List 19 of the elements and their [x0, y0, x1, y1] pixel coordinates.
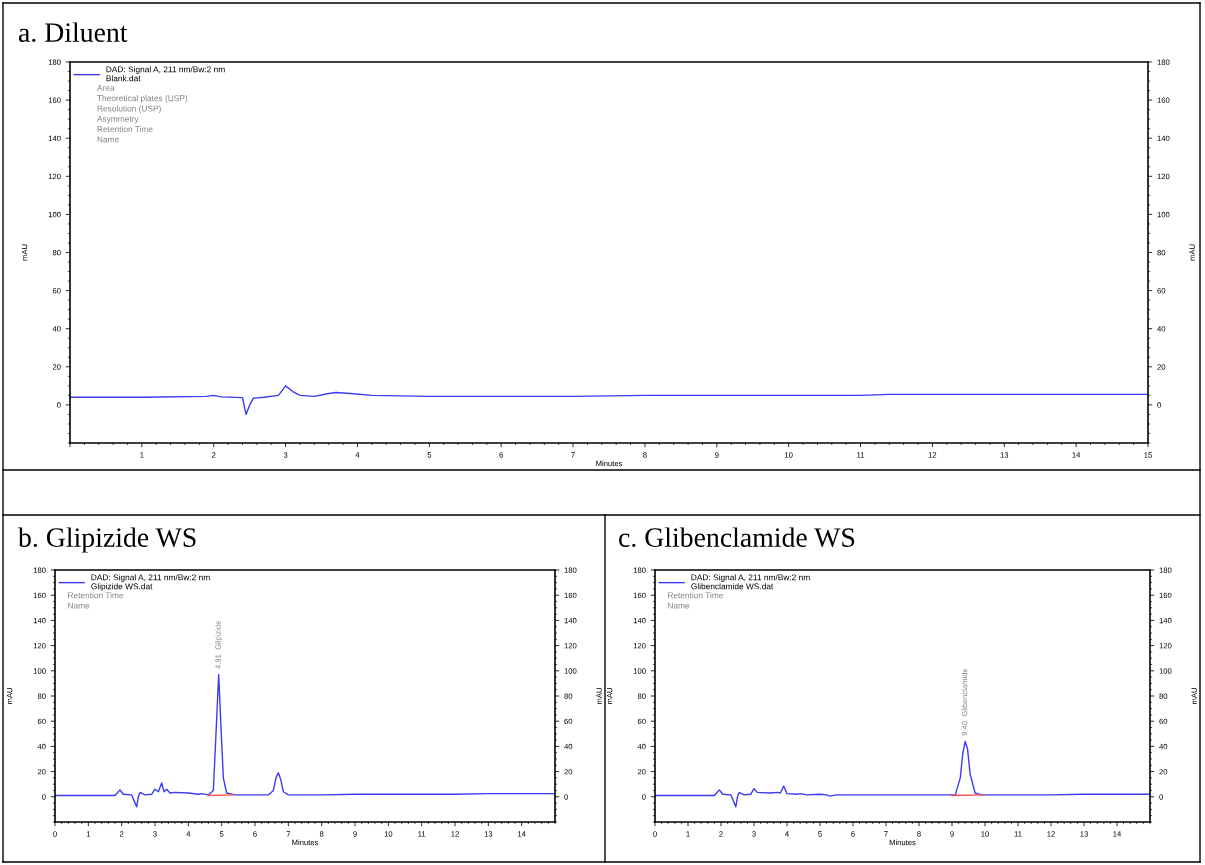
- annotation: Retention Time: [97, 125, 153, 133]
- chart-title: a. Diluent: [18, 22, 128, 43]
- annotation: Name: [97, 136, 119, 143]
- annotation: Name: [668, 602, 690, 609]
- chart-title: c. Glibenclamide WS: [619, 527, 855, 548]
- annotation: Theoretical plates (USP): [97, 95, 188, 103]
- chart-title: b. Glipizide WS: [18, 527, 196, 553]
- line-series: [70, 385, 1148, 416]
- legend-label: DAD: Signal A, 211 nm/Bw:2 nm Glibenclamide WS.dat: [691, 574, 810, 590]
- line-series: [55, 673, 555, 808]
- annotation: Resolution (USP): [97, 105, 161, 114]
- line-series: [655, 740, 1150, 808]
- annotation: Asymmetry: [96, 115, 139, 124]
- annotation: Name: [68, 602, 90, 609]
- annotation: Area: [96, 85, 115, 91]
- legend-label: DAD: Signal A, 211 nm/Bw:2 nm Glipizide WS.dat: [91, 574, 210, 591]
- annotation: Retention Time: [668, 592, 724, 599]
- annotation: Retention Time: [68, 592, 124, 599]
- legend-label: DAD: Signal A, 211 nm/Bw:2 nm Blank.dat: [106, 66, 225, 82]
